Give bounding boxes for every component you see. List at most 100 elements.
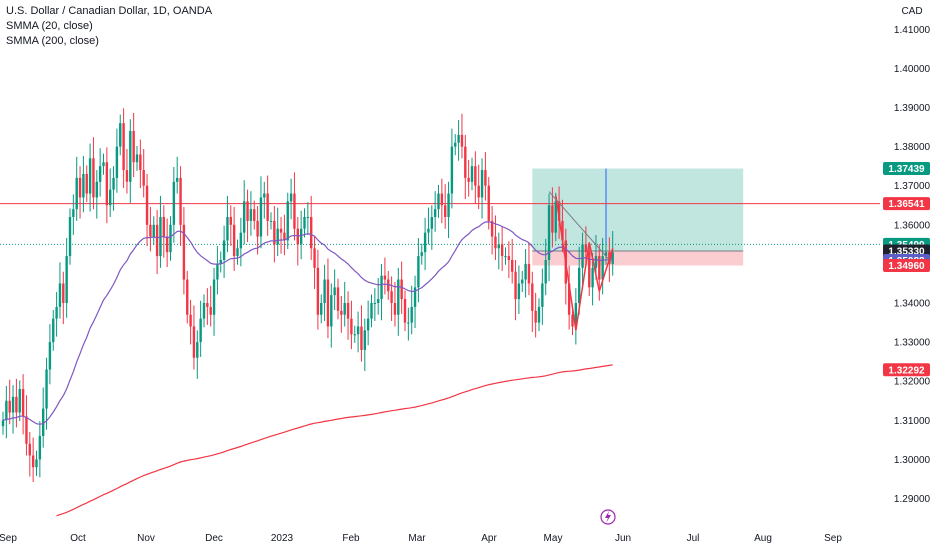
candle-body bbox=[541, 283, 544, 307]
candle-body bbox=[340, 310, 343, 315]
candle-body bbox=[584, 244, 588, 253]
candle-body bbox=[427, 228, 430, 233]
candle-body bbox=[470, 166, 474, 182]
candle-body bbox=[112, 177, 115, 190]
indicator-smma200-label: SMMA (200, close) bbox=[6, 35, 99, 47]
candle-body bbox=[169, 224, 172, 253]
candle-body bbox=[393, 303, 397, 315]
candle-body bbox=[129, 130, 132, 182]
candle-body bbox=[423, 232, 427, 253]
candle-body bbox=[323, 279, 326, 304]
candle-body bbox=[601, 256, 604, 280]
candle-body bbox=[490, 220, 494, 237]
indicator-smma20-label: SMMA (20, close) bbox=[6, 20, 93, 32]
candle-body bbox=[232, 224, 236, 257]
candle-body bbox=[95, 181, 98, 198]
candle-body bbox=[246, 201, 249, 221]
trendline bbox=[548, 191, 610, 261]
price-tag bbox=[883, 162, 930, 176]
candle-body bbox=[139, 154, 142, 171]
price-tag-label: 1.35330 bbox=[888, 247, 925, 258]
long-position-tool[interactable] bbox=[532, 168, 744, 266]
candle-body bbox=[547, 205, 551, 260]
candle-body bbox=[209, 306, 212, 315]
candle-body bbox=[571, 314, 574, 327]
candle-body bbox=[591, 267, 594, 288]
candle-body bbox=[360, 326, 363, 350]
candle-body bbox=[226, 216, 229, 241]
candle-body bbox=[333, 287, 336, 296]
candle-body bbox=[145, 185, 149, 225]
candle-body bbox=[286, 201, 289, 241]
candle-body bbox=[75, 177, 78, 210]
candle-body bbox=[390, 291, 393, 304]
candle-body bbox=[109, 189, 112, 206]
candle-body bbox=[15, 396, 18, 413]
price-tag-label: 1.32292 bbox=[888, 365, 925, 376]
candle-body bbox=[222, 240, 226, 260]
candle-body bbox=[316, 267, 320, 315]
candle-body bbox=[346, 303, 350, 319]
candle-body bbox=[219, 260, 222, 264]
y-tick-label: 1.34000 bbox=[894, 299, 931, 310]
pattern-zigzag bbox=[555, 195, 614, 331]
candle-body bbox=[216, 263, 219, 280]
x-tick-label: Sep bbox=[824, 533, 842, 544]
candle-body bbox=[517, 283, 521, 300]
candle-body bbox=[353, 334, 356, 336]
price-tag bbox=[883, 363, 930, 377]
candle-body bbox=[1, 420, 5, 427]
x-tick-label: Apr bbox=[481, 533, 497, 544]
candle-body bbox=[407, 322, 410, 324]
candle-body bbox=[55, 306, 58, 319]
candle-body bbox=[176, 177, 179, 182]
candle-body bbox=[440, 193, 444, 206]
x-tick-label: 2023 bbox=[271, 533, 294, 544]
candle-body bbox=[25, 416, 28, 444]
candle-body bbox=[350, 318, 353, 335]
pattern-drawings bbox=[548, 191, 614, 331]
candle-body bbox=[102, 162, 105, 167]
candle-body bbox=[289, 193, 293, 202]
candle-body bbox=[330, 295, 333, 327]
candle-body bbox=[58, 283, 62, 307]
y-tick-label: 1.31000 bbox=[894, 416, 931, 427]
candle-body bbox=[189, 314, 192, 327]
candle-body bbox=[467, 177, 470, 182]
currency-label: CAD bbox=[901, 6, 922, 17]
candle-body bbox=[279, 228, 283, 233]
candle-body bbox=[537, 306, 541, 323]
y-tick-label: 1.41000 bbox=[894, 25, 931, 36]
y-tick-label: 1.32000 bbox=[894, 377, 931, 388]
candle-body bbox=[206, 303, 209, 307]
candle-body bbox=[511, 260, 514, 272]
smma20-path bbox=[2, 221, 613, 425]
candle-body bbox=[269, 220, 273, 222]
candle-body bbox=[444, 205, 447, 217]
candle-body bbox=[534, 310, 537, 323]
candle-body bbox=[454, 142, 457, 147]
candle-body bbox=[494, 236, 497, 249]
candle-body bbox=[212, 279, 216, 315]
candle-body bbox=[78, 177, 82, 198]
candle-body bbox=[464, 146, 467, 178]
price-tag-label: 1.36541 bbox=[888, 199, 925, 210]
candle-body bbox=[326, 279, 330, 327]
candle-body bbox=[370, 303, 373, 319]
candle-body bbox=[105, 162, 109, 206]
candle-body bbox=[88, 158, 92, 194]
candle-body bbox=[82, 173, 85, 198]
candle-body bbox=[320, 303, 323, 315]
candle-body bbox=[122, 123, 125, 171]
smma200-line bbox=[56, 364, 613, 517]
candle-body bbox=[437, 193, 440, 210]
time-axis[interactable]: Sep Oct Nov Dec 2023 Feb Mar Apr May Jun Jul Aug Sep bbox=[0, 533, 842, 544]
lightning-icon[interactable] bbox=[600, 509, 616, 525]
x-tick-label: May bbox=[544, 533, 563, 544]
candle-body bbox=[430, 216, 433, 229]
candle-body bbox=[296, 228, 299, 245]
candle-body bbox=[165, 236, 169, 253]
candle-body bbox=[162, 216, 165, 237]
candle-body bbox=[380, 275, 383, 300]
